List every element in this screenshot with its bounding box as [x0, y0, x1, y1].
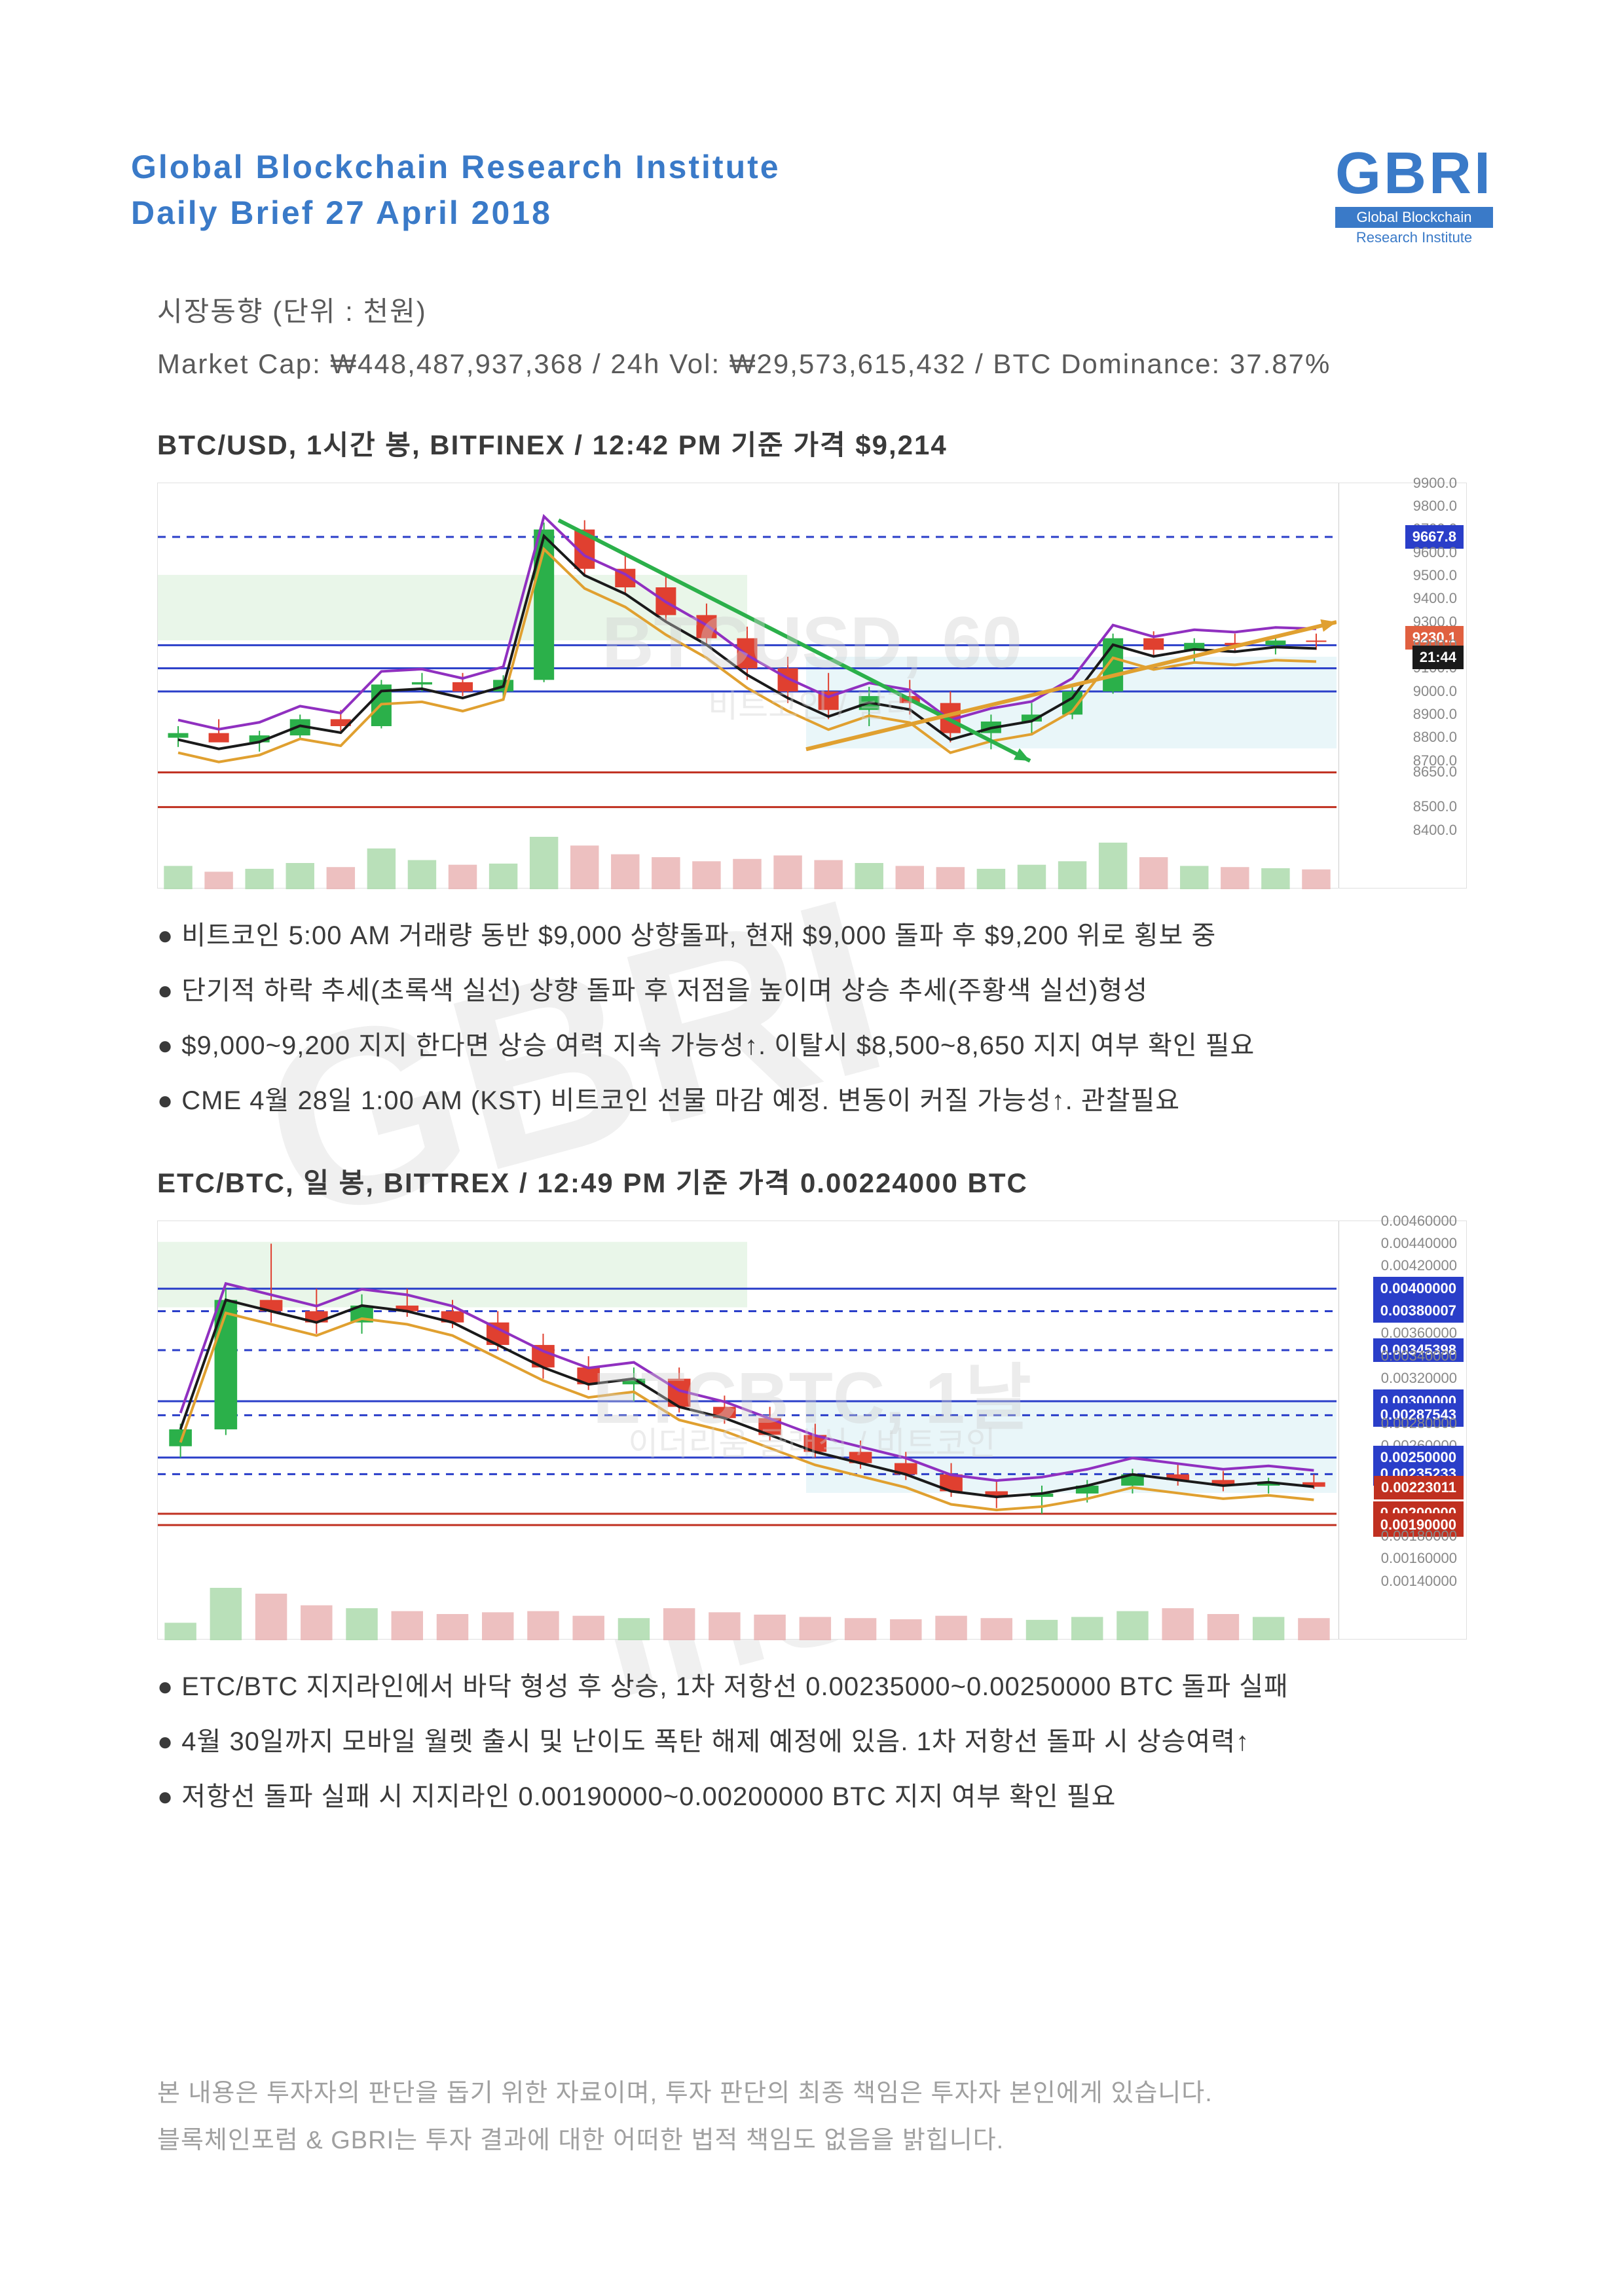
- chart1-watermark-sub: 비트코인 / 달러: [158, 680, 1466, 727]
- etc-btc-chart: ETCBTC, 1날 이더리움 클래식 / 비트코인 0.004600000.0…: [157, 1221, 1467, 1640]
- footer-l1: 본 내용은 투자자의 판단을 돕기 위한 자료이며, 투자 판단의 최종 책임은…: [157, 2070, 1493, 2117]
- y-tick-label: 8650.0: [1409, 762, 1461, 782]
- btc-usd-chart: BTCUSD, 60 비트코인 / 달러 9900.09800.09700.09…: [157, 483, 1467, 889]
- footer-l2: 블록체인포럼 & GBRI는 투자 결과에 대한 어떠한 법적 책임도 없음을 …: [157, 2117, 1493, 2164]
- header-title: Global Blockchain Research Institute Dai…: [131, 144, 781, 236]
- y-tick-label: 9800.0: [1409, 496, 1461, 516]
- y-tick-label: 0.00420000: [1377, 1256, 1461, 1276]
- chart1-bullets: 비트코인 5:00 AM 거래량 동반 $9,000 상향돌파, 현재 $9,0…: [157, 908, 1493, 1128]
- y-tick-label: 9600.0: [1409, 543, 1461, 562]
- market-title: 시장동향 (단위 : 천원): [157, 285, 1493, 338]
- header-line1: Global Blockchain Research Institute: [131, 144, 781, 190]
- bullet-item: ETC/BTC 지지라인에서 바닥 형성 후 상승, 1차 저항선 0.0023…: [157, 1659, 1493, 1714]
- y-tick-label: 0.00380007: [1373, 1299, 1464, 1323]
- bullet-item: CME 4월 28일 1:00 AM (KST) 비트코인 선물 마감 예정. …: [157, 1073, 1493, 1128]
- y-tick-label: 9500.0: [1409, 566, 1461, 585]
- market-line: Market Cap: ₩448,487,937,368 / 24h Vol: …: [157, 338, 1493, 390]
- y-tick-label: 0.00160000: [1377, 1549, 1461, 1568]
- logo-sub2: Research Institute: [1335, 229, 1493, 246]
- bullet-item: 비트코인 5:00 AM 거래량 동반 $9,000 상향돌파, 현재 $9,0…: [157, 908, 1493, 963]
- y-tick-label: 0.00223011: [1374, 1476, 1464, 1499]
- y-tick-label: 9900.0: [1409, 473, 1461, 493]
- logo-sub1: Global Blockchain: [1335, 207, 1493, 228]
- bullet-item: 단기적 하락 추세(초록색 실선) 상향 돌파 후 저점을 높이며 상승 추세(…: [157, 963, 1493, 1018]
- bullet-item: $9,000~9,200 지지 한다면 상승 여력 지속 가능성↑. 이탈시 $…: [157, 1018, 1493, 1073]
- chart1-title: BTC/USD, 1시간 봉, BITFINEX / 12:42 PM 기준 가…: [157, 423, 1493, 463]
- y-tick-label: 8400.0: [1409, 820, 1461, 840]
- chart2-bullets: ETC/BTC 지지라인에서 바닥 형성 후 상승, 1차 저항선 0.0023…: [157, 1659, 1493, 1824]
- logo-text: GBRI: [1335, 144, 1493, 203]
- y-tick-label: 8800.0: [1409, 727, 1461, 747]
- logo: GBRI Global Blockchain Research Institut…: [1335, 144, 1493, 246]
- chart2-watermark-sub: 이더리움 클래식 / 비트코인: [158, 1418, 1466, 1465]
- y-tick-label: 0.00140000: [1377, 1571, 1461, 1591]
- y-tick-label: 0.00180000: [1377, 1526, 1461, 1546]
- header-line2: Daily Brief 27 April 2018: [131, 190, 781, 236]
- y-tick-label: 0.00400000: [1373, 1277, 1464, 1300]
- disclaimer: 본 내용은 투자자의 판단을 돕기 위한 자료이며, 투자 판단의 최종 책임은…: [157, 2070, 1493, 2164]
- chart2-title: ETC/BTC, 일 봉, BITTREX / 12:49 PM 기준 가격 0…: [157, 1161, 1493, 1201]
- header: Global Blockchain Research Institute Dai…: [131, 144, 1493, 246]
- y-tick-label: 0.00460000: [1377, 1211, 1461, 1231]
- bullet-item: 4월 30일까지 모바일 월렛 출시 및 난이도 폭탄 해제 예정에 있음. 1…: [157, 1714, 1493, 1769]
- bullet-item: 저항선 돌파 실패 시 지지라인 0.00190000~0.00200000 B…: [157, 1769, 1493, 1824]
- chart1-watermark: BTCUSD, 60: [158, 601, 1466, 684]
- y-tick-label: 0.00440000: [1377, 1234, 1461, 1253]
- y-tick-label: 8500.0: [1409, 797, 1461, 817]
